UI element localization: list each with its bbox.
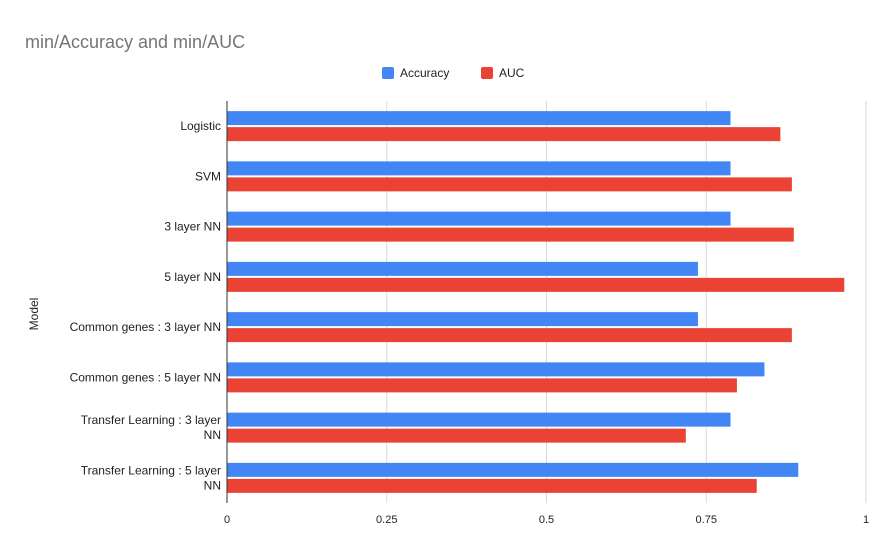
bar-accuracy-5: [227, 362, 765, 377]
bar-accuracy-7: [227, 462, 799, 477]
category-label-4: Common genes : 3 layer NN: [70, 320, 221, 334]
category-label-7-0: Transfer Learning : 5 layer: [81, 463, 221, 477]
bar-auc-2: [227, 227, 794, 242]
x-tick-label-2: 0.5: [539, 514, 554, 526]
legend-swatch-accuracy: [382, 67, 394, 79]
gridlines: [386, 101, 867, 503]
bar-auc-6: [227, 428, 686, 443]
legend: Accuracy AUC: [382, 66, 525, 80]
chart-title: min/Accuracy and min/AUC: [25, 32, 245, 52]
category-label-6-1: NN: [204, 428, 221, 442]
bar-accuracy-3: [227, 261, 698, 276]
bar-accuracy-1: [227, 161, 731, 176]
legend-label-auc: AUC: [499, 66, 525, 80]
x-tick-label-0: 0: [224, 514, 230, 526]
bar-auc-4: [227, 328, 792, 343]
x-tick-label-1: 0.25: [376, 514, 397, 526]
category-labels: Logistic SVM 3 layer NN 5 layer NN Common ge…: [70, 119, 221, 492]
bar-accuracy-4: [227, 312, 698, 327]
bar-auc-1: [227, 177, 792, 192]
category-label-6-0: Transfer Learning : 3 layer: [81, 413, 221, 427]
category-label-1: SVM: [195, 169, 221, 183]
x-tick-label-3: 0.75: [696, 514, 717, 526]
x-tick-labels: 0 0.25 0.5 0.75 1: [224, 514, 869, 526]
category-label-7-1: NN: [204, 478, 221, 492]
y-axis-title: Model: [27, 298, 41, 331]
bar-auc-7: [227, 478, 757, 493]
legend-swatch-auc: [481, 67, 493, 79]
category-label-3: 5 layer NN: [164, 270, 221, 284]
bar-auc-3: [227, 277, 845, 292]
bar-auc-5: [227, 378, 737, 393]
x-tick-label-4: 1: [863, 514, 869, 526]
legend-label-accuracy: Accuracy: [400, 66, 449, 80]
bar-accuracy-0: [227, 111, 731, 126]
bar-accuracy-2: [227, 211, 731, 226]
category-label-0: Logistic: [180, 119, 221, 133]
bar-auc-0: [227, 127, 781, 142]
category-label-2: 3 layer NN: [164, 220, 221, 234]
bars: [227, 111, 845, 493]
category-label-5: Common genes : 5 layer NN: [70, 370, 221, 384]
bar-accuracy-6: [227, 412, 731, 427]
